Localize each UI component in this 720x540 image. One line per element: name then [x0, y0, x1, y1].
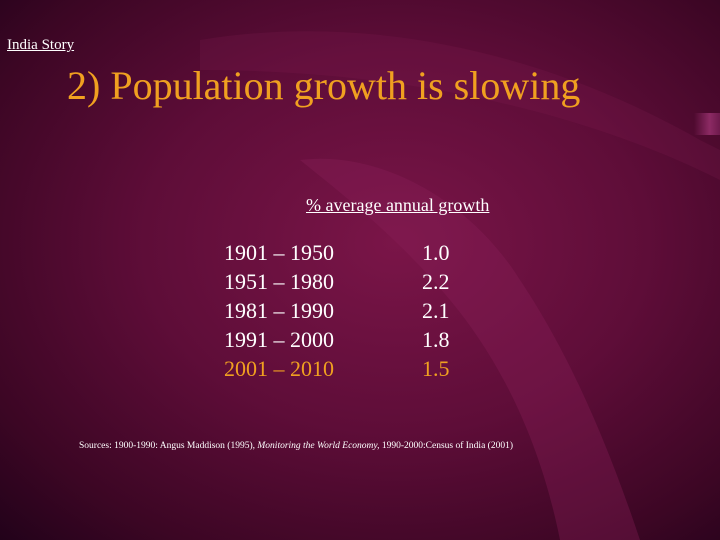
growth-value: 2.2	[422, 269, 450, 294]
slide-title: 2) Population growth is slowing	[67, 63, 581, 108]
table-row: 1951 – 1980 2.2	[224, 269, 484, 298]
sources-publication: Monitoring the World Economy,	[257, 441, 380, 451]
section-kicker: India Story	[7, 37, 75, 53]
table-row-highlighted: 2001 – 2010 1.5	[224, 356, 484, 385]
period-label: 1991 – 2000	[224, 327, 334, 352]
growth-table: 1901 – 1950 1.0 1951 – 1980 2.2 1981 – 1…	[224, 240, 484, 385]
period-label: 2001 – 2010	[224, 356, 334, 381]
table-row: 1981 – 1990 2.1	[224, 298, 484, 327]
growth-value: 1.0	[422, 240, 450, 265]
period-label: 1981 – 1990	[224, 298, 334, 323]
sources-prefix: Sources: 1900-1990: Angus Maddison (1995…	[79, 441, 258, 451]
decorative-accent	[694, 113, 720, 135]
period-label: 1951 – 1980	[224, 269, 334, 294]
growth-value: 2.1	[422, 298, 450, 323]
table-row: 1991 – 2000 1.8	[224, 327, 484, 356]
column-heading: % average annual growth	[306, 195, 490, 215]
table-row: 1901 – 1950 1.0	[224, 240, 484, 269]
period-label: 1901 – 1950	[224, 240, 334, 265]
growth-value: 1.8	[422, 327, 450, 352]
growth-value: 1.5	[422, 356, 450, 381]
sources-footnote: Sources: 1900-1990: Angus Maddison (1995…	[79, 441, 513, 451]
sources-suffix: 1990-2000:Census of India (2001)	[379, 441, 513, 451]
